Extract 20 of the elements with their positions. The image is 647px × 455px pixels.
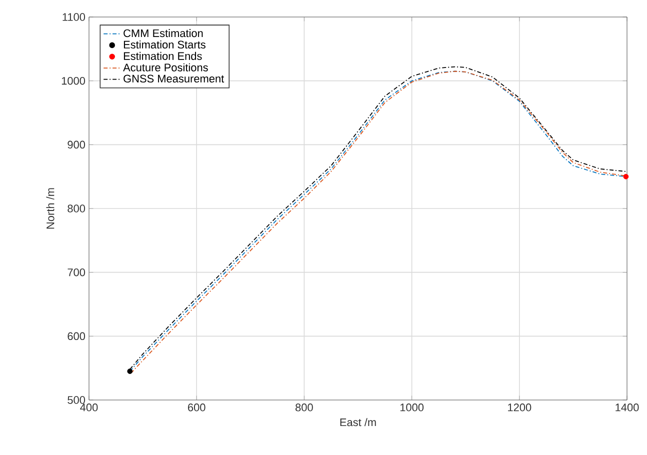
x-tick-label: 600 <box>188 404 206 412</box>
y-tick-label: 500 <box>68 396 86 404</box>
y-tick-label: 900 <box>68 140 86 149</box>
y-axis-title: North /m <box>46 188 54 229</box>
x-tick-label: 1000 <box>400 404 424 412</box>
legend-label: GNSS Measurement <box>124 74 224 83</box>
legend-label: Estimation Starts <box>124 40 206 49</box>
x-tick-label: 1400 <box>616 404 639 412</box>
y-tick-label: 1100 <box>62 13 86 21</box>
x-tick-label: 1200 <box>508 404 532 412</box>
x-axis-title: East /m <box>340 418 376 426</box>
y-tick-label: 1000 <box>62 76 86 85</box>
y-tick-label: 600 <box>68 332 86 340</box>
legend-label: Acuture Positions <box>123 63 208 72</box>
legend-label: CMM Estimation <box>124 29 203 38</box>
y-tick-label: 700 <box>68 268 86 276</box>
x-tick-label: 400 <box>80 404 98 412</box>
y-tick-label: 800 <box>68 204 86 212</box>
x-tick-label: 800 <box>296 404 313 412</box>
legend-label: Estimation Ends <box>124 52 202 60</box>
